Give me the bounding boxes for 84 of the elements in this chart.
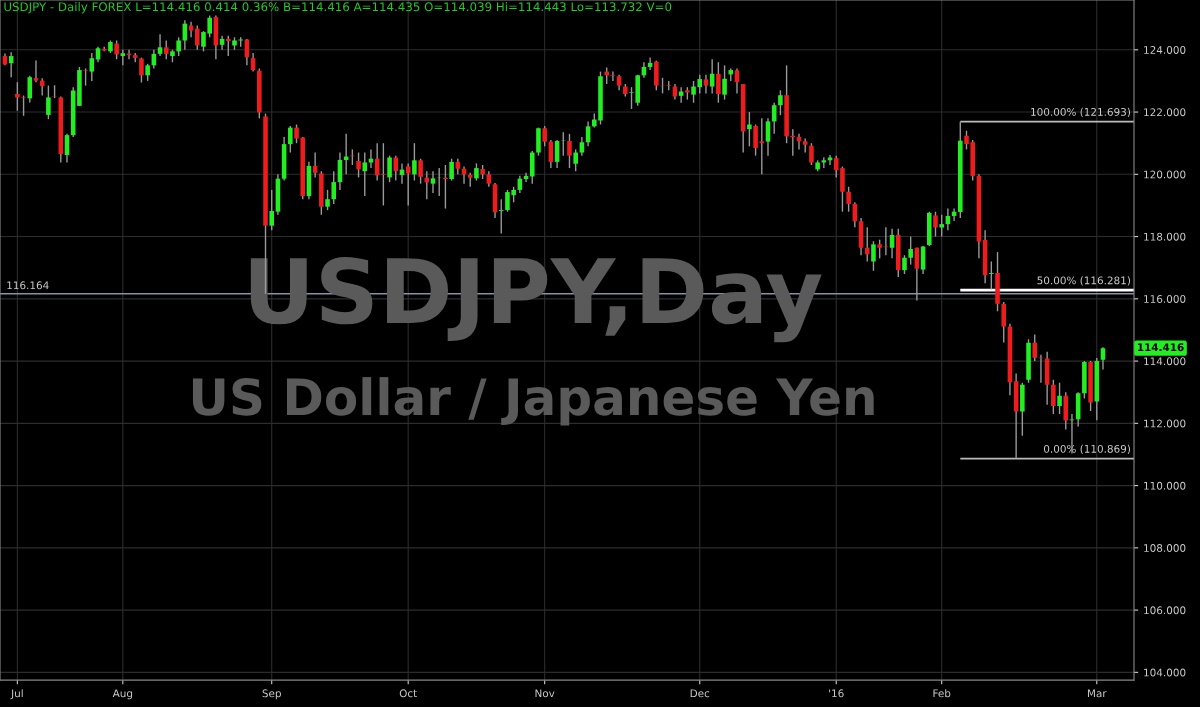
candlestick xyxy=(864,226,870,263)
x-tick-label: '16 xyxy=(829,689,844,698)
candlestick xyxy=(846,186,851,213)
candlestick xyxy=(430,170,436,194)
x-tick-label: Nov xyxy=(535,689,555,698)
y-tick-label: 114.000 xyxy=(1144,357,1186,366)
y-tick-label: 106.000 xyxy=(1144,606,1186,615)
candlestick xyxy=(27,74,33,104)
candlestick xyxy=(871,240,876,272)
candlestick xyxy=(120,49,126,67)
x-tick-label: Jul xyxy=(10,689,23,700)
candlestick xyxy=(33,59,39,83)
y-tick-label: 110.000 xyxy=(1144,481,1186,490)
candlestick xyxy=(418,158,423,185)
candlestick xyxy=(610,70,616,82)
candlestick xyxy=(877,238,882,260)
candlestick xyxy=(1051,379,1056,415)
candlestick xyxy=(362,151,368,197)
candlestick xyxy=(778,89,783,116)
candlestick xyxy=(908,235,913,266)
candlestick xyxy=(288,125,293,154)
candlestick xyxy=(89,52,95,82)
candlestick xyxy=(579,136,585,157)
candlestick xyxy=(381,142,386,207)
candlestick xyxy=(157,33,163,57)
ref-line-label: 116.164 xyxy=(7,281,49,290)
candlestick xyxy=(691,80,696,104)
y-tick-label: 124.000 xyxy=(1144,46,1186,54)
x-tick-label: Dec xyxy=(690,689,710,698)
y-tick-label: 112.000 xyxy=(1144,419,1186,428)
y-tick-label: 122.000 xyxy=(1144,108,1186,117)
annotation: US Dollar / Japanese Yen xyxy=(192,377,874,426)
candlestick xyxy=(703,74,709,95)
y-tick-label: 120.000 xyxy=(1144,170,1186,179)
candlestick xyxy=(765,117,771,157)
candlestick xyxy=(542,125,547,147)
candlestick xyxy=(387,154,392,183)
candlestick xyxy=(809,142,814,166)
candlestick xyxy=(567,133,572,169)
y-tick-label: 108.000 xyxy=(1144,544,1186,552)
x-tick-label: Oct xyxy=(399,689,417,698)
candlestick xyxy=(1032,333,1038,362)
candlestick xyxy=(573,148,578,172)
x-tick-label: Mar xyxy=(1087,689,1107,698)
candlestick xyxy=(412,142,417,182)
candlestick xyxy=(269,189,275,232)
ref-line-label: 0.00% (110.869) xyxy=(1043,444,1130,455)
candlestick xyxy=(325,189,330,211)
candlestick xyxy=(356,151,361,179)
candlestick xyxy=(139,56,144,84)
candlestick xyxy=(498,198,504,235)
candlestick xyxy=(449,158,454,182)
x-tick-label: Aug xyxy=(112,689,133,700)
candlestick xyxy=(15,81,20,112)
candlestick xyxy=(114,39,119,60)
candlestick xyxy=(1001,301,1007,344)
candlestick xyxy=(989,260,994,291)
candlestick xyxy=(933,210,938,238)
candlestick xyxy=(194,24,200,51)
ref-line-label: 50.00% (116.281) xyxy=(1037,276,1130,286)
candlestick xyxy=(716,61,721,104)
candlestick xyxy=(697,74,703,95)
ref-line-label: 100.00% (121.693) xyxy=(1031,107,1130,118)
candlestick xyxy=(225,35,231,57)
candlestick xyxy=(1057,382,1062,415)
candlestick xyxy=(331,170,337,205)
chart-title: USDJPY - Daily FOREX L=114.416 0.414 0.36% B=114.416 A=114.435 O=114.039 Hi=114.443 Lo=113.732 V=0 xyxy=(4,2,672,14)
candlestick xyxy=(46,84,51,120)
x-tick-label: Sep xyxy=(262,689,281,700)
candlestick xyxy=(902,254,907,275)
candlestick xyxy=(393,154,399,182)
candlestick xyxy=(21,94,26,117)
candlestick xyxy=(722,64,727,101)
candlestick xyxy=(312,151,318,179)
y-tick-label: 104.000 xyxy=(1144,668,1186,677)
candlestick xyxy=(939,214,944,238)
x-tick-label: Feb xyxy=(933,689,951,698)
text: 114.416 xyxy=(1137,343,1184,352)
y-tick-label: 116.000 xyxy=(1144,295,1186,303)
y-tick-label: 118.000 xyxy=(1144,232,1186,241)
candlestick xyxy=(529,150,535,185)
candlestick xyxy=(747,111,752,147)
candlestick xyxy=(163,39,169,60)
candlestick xyxy=(176,36,181,57)
